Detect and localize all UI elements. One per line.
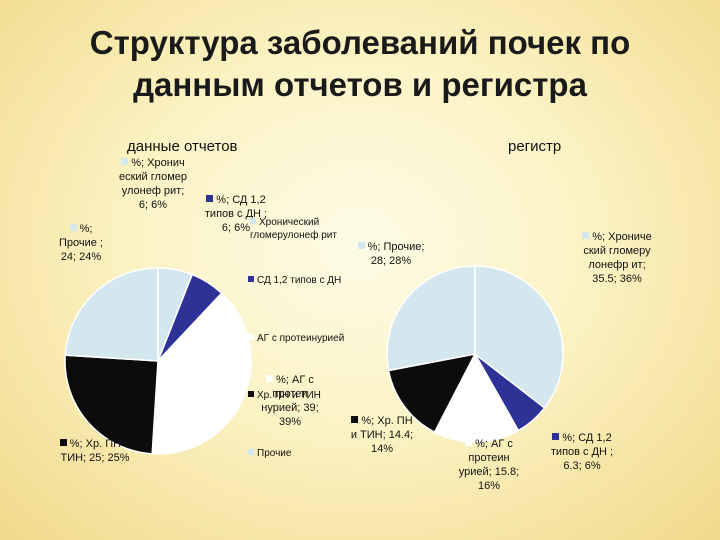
legend-item-hypertension: АГ с протеинурией (248, 332, 352, 345)
swatch-registry-pyelonephritis (351, 416, 359, 423)
pie-slice-registry-other (386, 265, 476, 372)
legend-item-pyelonephritis: Хр. ПН и ТИН (248, 389, 352, 402)
data-label-reports-pyelonephritis: %; Хр. ПН и ТИН; 25; 25% (59, 438, 131, 464)
data-label-reports-diabetes: %; СД 1,2 типов с ДН ; 6; 6% (204, 194, 268, 234)
pie-slice-reports-hypertension (151, 292, 252, 455)
pie-slice-registry-pyelonephritis (387, 352, 477, 434)
legend-swatch-hypertension (248, 334, 254, 340)
legend-swatch-other (248, 449, 254, 455)
data-label-reports-hypertension: %; АГ с протеи нурией; 39; 39% (261, 374, 319, 428)
legend-item-diabetes: СД 1,2 типов с ДН (248, 274, 352, 287)
data-label-registry-diabetes: %; СД 1,2 типов с ДН ; 6.3; 6% (550, 432, 614, 472)
legend-item-glomerulonephritis: Хронический гломерулонеф рит (250, 217, 337, 241)
page-title: Структура заболеваний почек по данным от… (40, 22, 680, 106)
chart-title-reports: данные отчетов (127, 138, 238, 155)
page-title-line-2: данным отчетов и регистра (133, 66, 587, 103)
swatch-registry-other (357, 242, 365, 249)
pie-slice-registry-hypertension (433, 352, 520, 443)
chart-title-registry: регистр (508, 138, 562, 155)
swatch-other (69, 224, 77, 231)
legend-swatch-pyelonephritis (248, 391, 254, 397)
pie-slice-reports-pyelonephritis (64, 354, 159, 455)
swatch-registry-diabetes (552, 433, 560, 440)
data-label-reports-glomerulonephritis: %; Хронич еский гломер улонеф рит; 6; 6% (118, 157, 187, 211)
data-label-reports-other: %; Прочие ; 24; 24% (58, 223, 103, 263)
pie-slice-reports-other (64, 267, 159, 362)
pie-slice-registry-glomerulonephritis (474, 265, 564, 409)
swatch-diabetes (206, 195, 214, 202)
data-label-registry-glomerulonephritis: %; Хрониче ский гломеру лонефр ит; 35.5;… (582, 231, 652, 285)
swatch-registry-hypertension (465, 439, 473, 446)
swatch-hypertension (266, 375, 274, 382)
swatch-pyelonephritis (59, 439, 67, 446)
data-label-registry-pyelonephritis: %; Хр. ПН и ТИН; 14.4; 14% (350, 415, 414, 455)
legend-swatch-diabetes (248, 276, 254, 282)
legend-swatch-glomerulonephritis (250, 218, 256, 224)
data-label-registry-other: %; Прочие; 28; 28% (355, 240, 427, 268)
data-label-registry-hypertension: %; АГ с протеин урией; 15.8; 16% (458, 438, 520, 492)
legend-item-other: Прочие (248, 447, 352, 460)
page-title-line-1: Структура заболеваний почек по (89, 24, 631, 61)
swatch-glomerulonephritis (121, 158, 129, 165)
swatch-registry-glomerulonephritis (582, 232, 590, 239)
